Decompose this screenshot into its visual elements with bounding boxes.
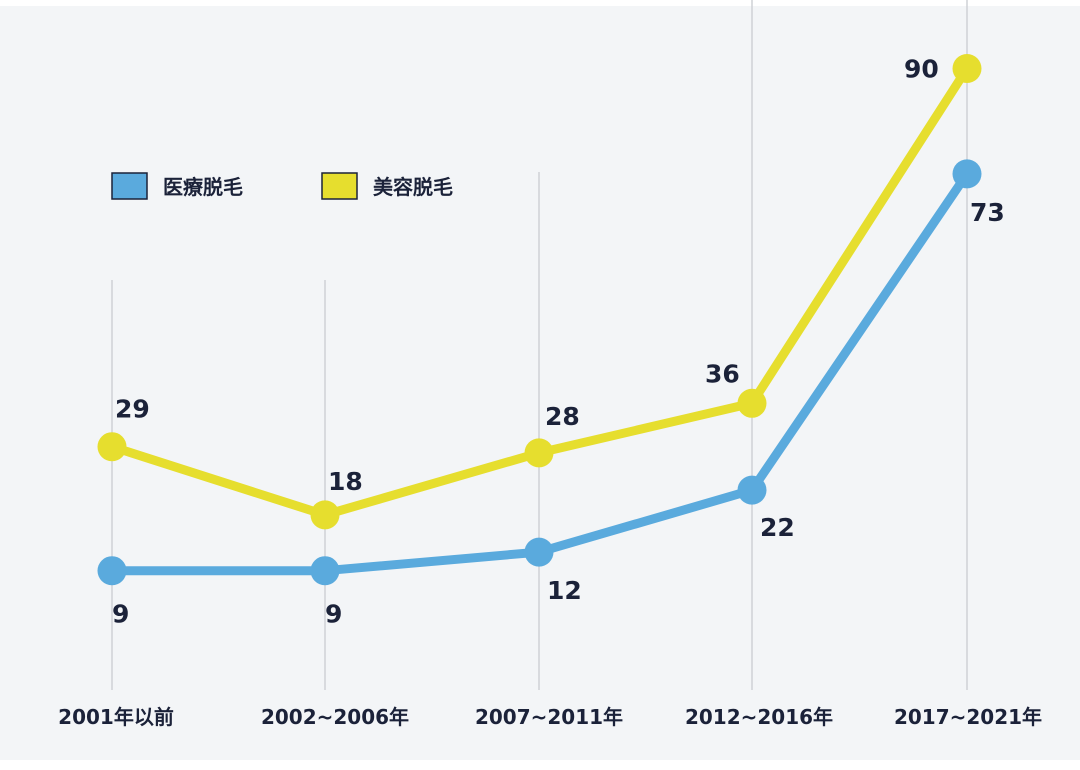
- data-point-beauty-2: [310, 500, 340, 530]
- data-label-beauty-1: 29: [115, 395, 150, 424]
- data-point-beauty-1: [97, 432, 127, 462]
- legend-swatch-beauty: [321, 172, 358, 200]
- legend-swatch-medical: [111, 172, 148, 200]
- data-label-medical-4: 22: [760, 513, 795, 542]
- data-labels: 9 9 12 22 73 29 18 28 36 90: [112, 55, 1005, 629]
- x-tick-label-2: 2002~2006年: [261, 705, 409, 729]
- chart-background: [0, 6, 1080, 760]
- data-point-medical-5: [952, 159, 982, 189]
- x-tick-label-4: 2012~2016年: [685, 705, 833, 729]
- series-points: [97, 54, 982, 586]
- data-point-beauty-4: [737, 388, 767, 418]
- x-tick-label-5: 2017~2021年: [894, 705, 1042, 729]
- x-tick-label-1: 2001年以前: [58, 705, 174, 729]
- data-point-medical-2: [310, 556, 340, 586]
- data-point-beauty-3: [524, 438, 554, 468]
- x-tick-label-3: 2007~2011年: [475, 705, 623, 729]
- data-point-beauty-5: [952, 54, 982, 83]
- legend: 医療脱毛 美容脱毛: [111, 172, 453, 200]
- data-label-medical-1: 9: [112, 600, 129, 629]
- data-label-beauty-3: 28: [545, 402, 580, 431]
- x-axis: 2001年以前 2002~2006年 2007~2011年 2012~2016年 201…: [58, 705, 1042, 729]
- data-label-beauty-4: 36: [705, 359, 740, 388]
- data-label-medical-5: 73: [970, 198, 1005, 227]
- data-label-beauty-5: 90: [904, 55, 939, 84]
- data-point-medical-4: [737, 475, 767, 505]
- legend-label-medical: 医療脱毛: [163, 175, 243, 199]
- gridlines: [111, 0, 968, 690]
- legend-label-beauty: 美容脱毛: [373, 175, 453, 199]
- data-point-medical-3: [524, 537, 554, 567]
- data-label-medical-3: 12: [547, 576, 582, 605]
- data-point-medical-1: [97, 556, 127, 586]
- data-label-medical-2: 9: [325, 600, 342, 629]
- data-label-beauty-2: 18: [328, 467, 363, 496]
